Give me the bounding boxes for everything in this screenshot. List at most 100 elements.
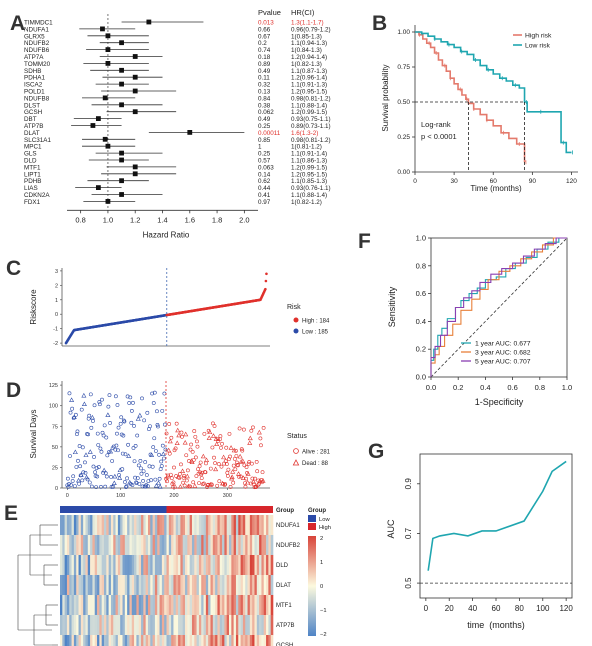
heatmap-cell — [182, 635, 186, 646]
hr-ci-text: 1.1(0.87-1.3) — [291, 68, 327, 75]
alive-point — [99, 449, 104, 454]
y-tick-label: 0 — [55, 486, 58, 492]
heatmap-cell — [69, 595, 72, 616]
heatmap-cell — [99, 615, 102, 636]
alive-point — [127, 401, 132, 405]
x-tick-label: 300 — [223, 493, 232, 499]
alive-point — [219, 464, 224, 469]
heatmap-cell — [194, 515, 197, 536]
alive-point — [126, 442, 131, 447]
alive-point — [111, 484, 116, 489]
heatmap-cell — [145, 535, 149, 556]
alive-point — [174, 421, 179, 426]
heatmap-cell — [261, 575, 265, 596]
alive-point — [232, 456, 237, 461]
legend-label: High risk — [525, 33, 552, 40]
alive-point — [237, 426, 242, 431]
heatmap-cell — [73, 535, 77, 556]
heatmap-cell — [138, 615, 142, 636]
forest-plot: Pvalue HR(CI) TIMMDC1 0.013 1.3(1.1-1.7) NDUF… — [24, 8, 331, 239]
legend-label: 5 year AUC: 0.707 — [475, 359, 531, 366]
heatmap-cell — [194, 575, 197, 596]
heatmap-cell — [185, 555, 188, 576]
heatmap-cell — [235, 515, 239, 536]
hr-point — [105, 143, 111, 149]
heatmap-cell — [78, 635, 82, 646]
dead-point — [84, 474, 90, 480]
heatmap-cell — [254, 555, 258, 576]
heatmap-cell — [240, 515, 244, 536]
legend-label: Dead : 88 — [302, 461, 329, 467]
pvalue-text: 0.32 — [258, 82, 271, 89]
heatmap-cell — [110, 595, 114, 616]
heatmap-cell — [194, 635, 197, 646]
gene-label: MTF1 — [24, 164, 41, 171]
heatmap-cell — [240, 535, 244, 556]
heatmap-cell — [154, 555, 158, 576]
heatmap-cell — [185, 535, 188, 556]
hr-point — [100, 26, 105, 32]
dead-point — [89, 414, 95, 420]
alive-point — [195, 444, 200, 449]
heatmap-cell — [85, 555, 89, 576]
heatmap-cell — [171, 595, 174, 616]
alive-point — [141, 469, 146, 474]
heatmap-cell — [127, 515, 130, 536]
y-tick-label: 0 — [55, 312, 58, 318]
expression-heatmap: Group NDUFA1 NDUFB2 DLD DLAT MTF1 ATP7B GCSH Gro… — [17, 506, 331, 646]
dead-point — [213, 466, 219, 472]
heatmap-cell — [233, 635, 237, 646]
heatmap-cell — [189, 555, 193, 576]
heatmap-cell — [242, 635, 246, 646]
gene-label: TIMMDC1 — [24, 20, 53, 27]
heatmap-cell — [80, 555, 84, 576]
heatmap-cell — [256, 575, 260, 596]
heatmap-cell — [254, 515, 258, 536]
y-tick-label: 125 — [49, 383, 58, 389]
heatmap-cell — [150, 635, 153, 646]
dead-point — [182, 439, 188, 445]
heatmap-cell — [76, 575, 79, 596]
heatmap-cell — [254, 635, 258, 646]
hr-point — [105, 199, 111, 204]
heatmap-cell — [249, 635, 253, 646]
heatmap-cell — [127, 575, 130, 596]
heatmap-cell — [219, 515, 223, 536]
heatmap-cell — [94, 635, 98, 646]
alive-point — [197, 481, 201, 485]
heatmap-cell — [212, 535, 216, 556]
heatmap-cell — [261, 635, 265, 646]
heatmap-cell — [113, 595, 116, 616]
heatmap-cell — [141, 615, 144, 636]
heatmap-cell — [90, 515, 93, 536]
heatmap-row-label: GCSH — [276, 643, 293, 646]
heatmap-cell — [229, 515, 232, 536]
alive-point — [125, 476, 129, 481]
x-tick-label: 0 — [66, 493, 69, 499]
x-tick-label: 60 — [490, 178, 498, 185]
alive-point — [202, 431, 207, 436]
heatmap-cell — [187, 575, 190, 596]
heatmap-cell — [222, 535, 225, 556]
heatmap-cell — [254, 575, 258, 596]
heatmap-cell — [235, 575, 239, 596]
heatmap-cell — [252, 555, 255, 576]
dead-point — [174, 440, 180, 445]
y-tick-label: 0.25 — [397, 134, 410, 141]
alive-point — [241, 427, 246, 432]
alive-point — [152, 436, 157, 441]
heatmap-cell — [120, 635, 123, 646]
y-tick-label: 0.0 — [416, 373, 426, 382]
alive-point — [141, 478, 145, 483]
heatmap-cell — [205, 515, 209, 536]
hr-point — [102, 95, 108, 101]
pvalue-text: 0.89 — [258, 61, 271, 68]
heatmap-cell — [78, 555, 82, 576]
dead-point — [247, 435, 253, 441]
heatmap-row-label: NDUFA1 — [276, 523, 300, 529]
alive-point — [65, 476, 70, 481]
pvalue-text: 0.14 — [258, 171, 271, 178]
x-tick-label: 20 — [445, 604, 454, 613]
group-bar-low — [60, 506, 167, 513]
heatmap-cell — [64, 515, 68, 536]
